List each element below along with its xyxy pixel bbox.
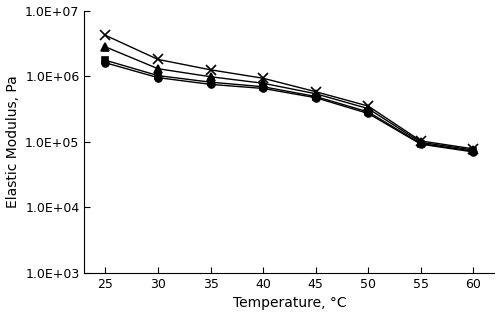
4 wk: [155, 74, 161, 77]
12 wk: [366, 107, 372, 111]
2 wk: [260, 87, 266, 90]
Line: 24 wk: 24 wk: [100, 30, 478, 154]
24 wk: [102, 33, 108, 37]
4 wk: [312, 94, 318, 98]
2 wk: [470, 150, 476, 154]
Y-axis label: Elastic Modulus, Pa: Elastic Modulus, Pa: [6, 76, 20, 208]
12 wk: [312, 92, 318, 96]
4 wk: [418, 142, 424, 145]
12 wk: [260, 81, 266, 85]
24 wk: [418, 139, 424, 143]
24 wk: [312, 90, 318, 94]
12 wk: [470, 148, 476, 152]
Line: 12 wk: 12 wk: [101, 43, 477, 154]
2 wk: [102, 61, 108, 65]
X-axis label: Temperature, °C: Temperature, °C: [232, 296, 346, 310]
24 wk: [470, 147, 476, 151]
2 wk: [155, 76, 161, 80]
Line: 2 wk: 2 wk: [102, 59, 477, 155]
4 wk: [260, 85, 266, 89]
2 wk: [312, 96, 318, 100]
2 wk: [366, 112, 372, 115]
12 wk: [155, 67, 161, 70]
24 wk: [155, 58, 161, 61]
12 wk: [418, 141, 424, 144]
4 wk: [470, 149, 476, 153]
12 wk: [208, 75, 214, 79]
Line: 4 wk: 4 wk: [102, 57, 477, 155]
2 wk: [208, 82, 214, 86]
24 wk: [366, 104, 372, 108]
4 wk: [366, 110, 372, 114]
4 wk: [208, 80, 214, 84]
24 wk: [260, 76, 266, 80]
12 wk: [102, 45, 108, 49]
4 wk: [102, 58, 108, 62]
2 wk: [418, 142, 424, 146]
24 wk: [208, 68, 214, 72]
